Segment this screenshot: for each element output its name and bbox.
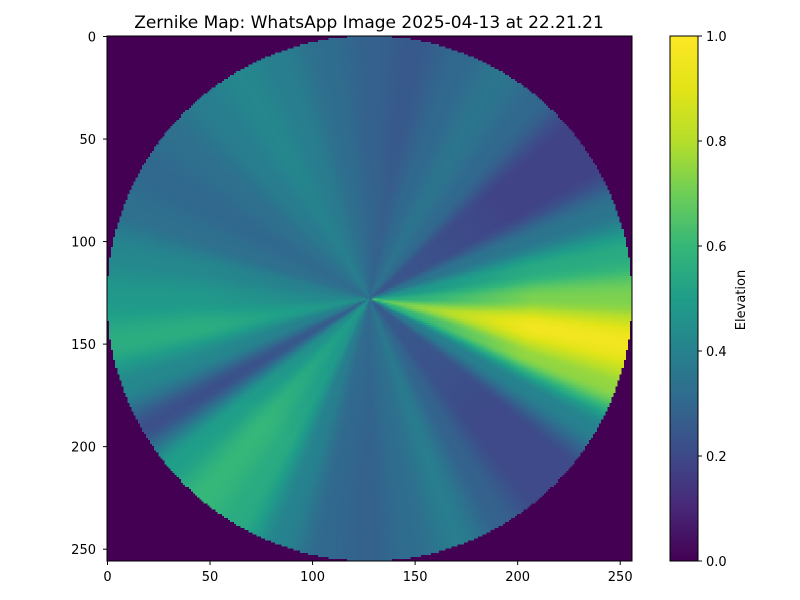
colorbar-frame: [669, 35, 699, 562]
y-tick-label: 250: [71, 543, 96, 558]
colorbar-canvas: [670, 36, 698, 561]
y-tick-label: 150: [71, 338, 96, 353]
x-tick-label: 100: [300, 570, 325, 585]
x-tick-label: 250: [608, 570, 633, 585]
colorbar-image: [670, 36, 698, 561]
plot-frame: [106, 35, 633, 562]
x-tick-label: 150: [403, 570, 428, 585]
colorbar-tick-label: 0.4: [706, 345, 727, 360]
y-axis: 0 50 100 150 200 250: [71, 31, 107, 558]
chart-title: Zernike Map: WhatsApp Image 2025-04-13 a…: [134, 13, 604, 33]
colorbar-axis: 0.0 0.2 0.4 0.6 0.8 1.0: [698, 30, 727, 570]
colorbar-tick-label: 0.8: [706, 135, 727, 150]
colorbar-tick-label: 1.0: [706, 30, 727, 45]
heatmap-canvas: [107, 36, 632, 561]
x-tick-label: 50: [202, 570, 219, 585]
x-axis: 0 50 100 150 200 250: [103, 561, 633, 585]
colorbar-tick-label: 0.2: [706, 450, 727, 465]
y-tick-label: 0: [88, 31, 96, 46]
x-tick-label: 200: [505, 570, 530, 585]
x-tick-label: 0: [103, 570, 111, 585]
y-tick-label: 100: [71, 236, 96, 251]
y-tick-label: 200: [71, 441, 96, 456]
colorbar-label: Elevation: [734, 270, 749, 330]
colorbar-tick-label: 0.6: [706, 240, 727, 255]
colorbar-tick-label: 0.0: [706, 555, 727, 570]
heatmap-image: [107, 36, 632, 561]
y-tick-label: 50: [79, 133, 96, 148]
